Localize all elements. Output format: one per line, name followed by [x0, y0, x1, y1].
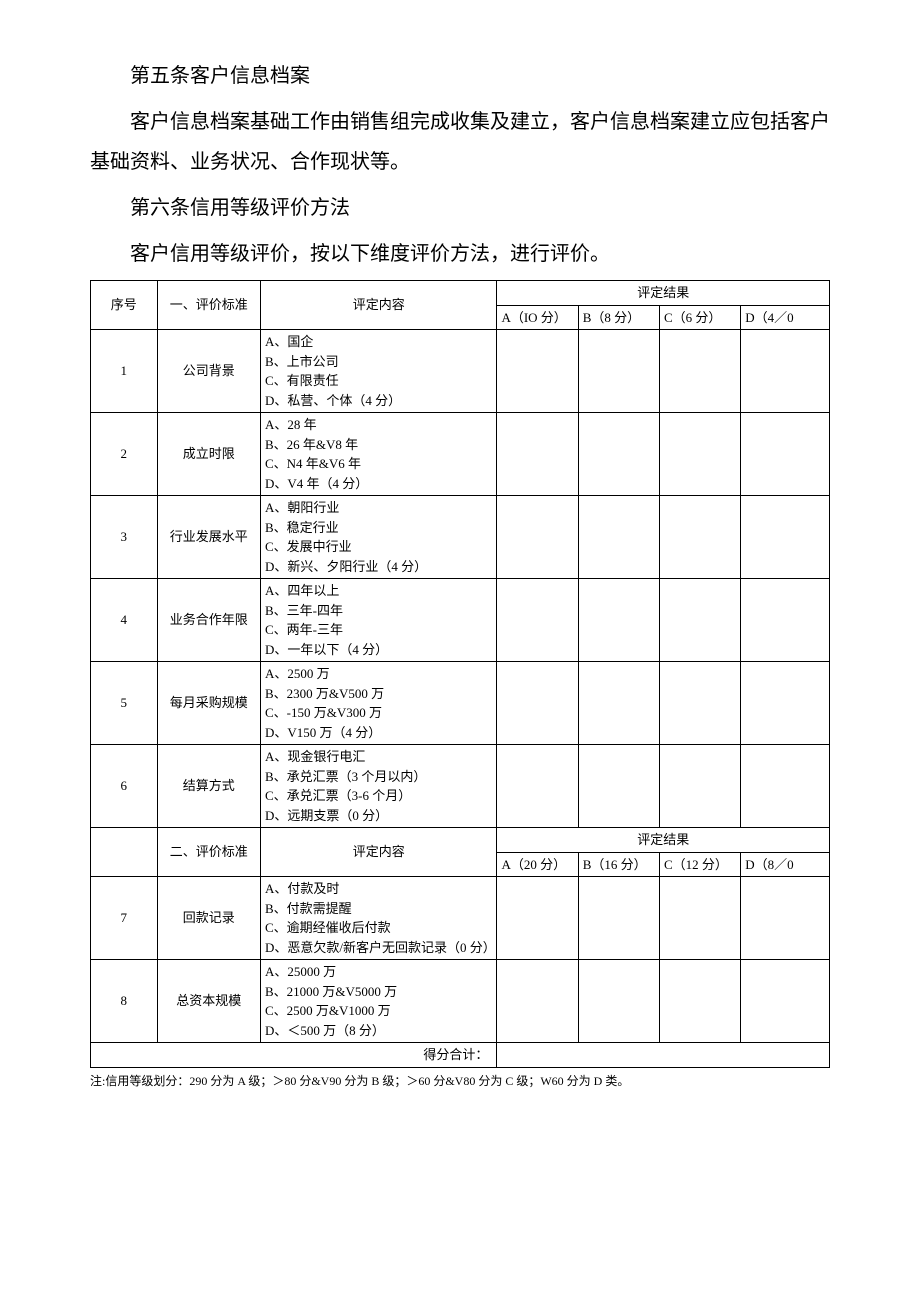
- table-row: 4 业务合作年限 A、四年以上B、三年-四年C、两年-三年D、一年以下（4 分）: [91, 579, 830, 662]
- cell-d: [741, 960, 830, 1043]
- cell-c: [660, 579, 741, 662]
- table-total-row: 得分合计：: [91, 1043, 830, 1068]
- cell-a: [497, 330, 578, 413]
- cell-std: 回款记录: [157, 877, 260, 960]
- cell-b: [578, 330, 659, 413]
- cell-std: 每月采购规模: [157, 662, 260, 745]
- table-header-row-1: 序号 一、评价标准 评定内容 评定结果: [91, 281, 830, 306]
- cell-b: [578, 662, 659, 745]
- cell-seq: 5: [91, 662, 158, 745]
- cell-c: [660, 745, 741, 828]
- cell-b: [578, 960, 659, 1043]
- header-content-1: 评定内容: [260, 281, 496, 330]
- cell-d: [741, 662, 830, 745]
- cell-d: [741, 496, 830, 579]
- table-row: 2 成立时限 A、28 年B、26 年&V8 年C、N4 年&V6 年D、V4 …: [91, 413, 830, 496]
- cell-b: [578, 579, 659, 662]
- cell-std: 结算方式: [157, 745, 260, 828]
- cell-content: A、朝阳行业B、稳定行业C、发展中行业D、新兴、夕阳行业（4 分）: [260, 496, 496, 579]
- cell-c: [660, 496, 741, 579]
- cell-a: [497, 496, 578, 579]
- cell-d: [741, 413, 830, 496]
- header-result-1: 评定结果: [497, 281, 830, 306]
- credit-rating-table: 序号 一、评价标准 评定内容 评定结果 A（IO 分） B（8 分） C（6 分…: [90, 280, 830, 1068]
- total-value: [497, 1043, 830, 1068]
- cell-seq: 7: [91, 877, 158, 960]
- cell-std: 业务合作年限: [157, 579, 260, 662]
- header-std-1: 一、评价标准: [157, 281, 260, 330]
- cell-content: A、付款及时B、付款需提醒C、逾期经催收后付款D、恶意欠款/新客户无回款记录（0…: [260, 877, 496, 960]
- cell-a: [497, 745, 578, 828]
- cell-std: 行业发展水平: [157, 496, 260, 579]
- article-6-title: 第六条信用等级评价方法: [90, 188, 830, 228]
- cell-c: [660, 413, 741, 496]
- header-seq-blank: [91, 828, 158, 877]
- table-row: 1 公司背景 A、国企B、上市公司C、有限责任D、私营、个体（4 分）: [91, 330, 830, 413]
- cell-content: A、25000 万B、21000 万&V5000 万C、2500 万&V1000…: [260, 960, 496, 1043]
- article-5-body: 客户信息档案基础工作由销售组完成收集及建立，客户信息档案建立应包括客户基础资料、…: [90, 102, 830, 182]
- header-d1: D（4／0: [741, 305, 830, 330]
- cell-c: [660, 877, 741, 960]
- cell-a: [497, 579, 578, 662]
- cell-content: A、国企B、上市公司C、有限责任D、私营、个体（4 分）: [260, 330, 496, 413]
- cell-b: [578, 496, 659, 579]
- cell-seq: 3: [91, 496, 158, 579]
- cell-c: [660, 662, 741, 745]
- table-row: 8 总资本规模 A、25000 万B、21000 万&V5000 万C、2500…: [91, 960, 830, 1043]
- cell-content: A、28 年B、26 年&V8 年C、N4 年&V6 年D、V4 年（4 分）: [260, 413, 496, 496]
- table-row: 6 结算方式 A、现金银行电汇B、承兑汇票（3 个月以内）C、承兑汇票（3-6 …: [91, 745, 830, 828]
- table-row: 5 每月采购规模 A、2500 万B、2300 万&V500 万C、-150 万…: [91, 662, 830, 745]
- table-row: 3 行业发展水平 A、朝阳行业B、稳定行业C、发展中行业D、新兴、夕阳行业（4 …: [91, 496, 830, 579]
- cell-b: [578, 877, 659, 960]
- article-5-title: 第五条客户信息档案: [90, 56, 830, 96]
- cell-b: [578, 745, 659, 828]
- cell-seq: 6: [91, 745, 158, 828]
- cell-seq: 4: [91, 579, 158, 662]
- cell-std: 总资本规模: [157, 960, 260, 1043]
- header-content-2: 评定内容: [260, 828, 496, 877]
- cell-content: A、四年以上B、三年-四年C、两年-三年D、一年以下（4 分）: [260, 579, 496, 662]
- cell-a: [497, 877, 578, 960]
- cell-a: [497, 662, 578, 745]
- cell-std: 公司背景: [157, 330, 260, 413]
- header-result-2: 评定结果: [497, 828, 830, 853]
- article-6-body: 客户信用等级评价，按以下维度评价方法，进行评价。: [90, 234, 830, 274]
- header-c1: C（6 分）: [660, 305, 741, 330]
- cell-d: [741, 330, 830, 413]
- header-std-2: 二、评价标准: [157, 828, 260, 877]
- cell-c: [660, 330, 741, 413]
- cell-d: [741, 877, 830, 960]
- cell-d: [741, 745, 830, 828]
- cell-seq: 8: [91, 960, 158, 1043]
- header-seq: 序号: [91, 281, 158, 330]
- header-b2: B（16 分）: [578, 852, 659, 877]
- cell-a: [497, 960, 578, 1043]
- cell-seq: 1: [91, 330, 158, 413]
- header-a1: A（IO 分）: [497, 305, 578, 330]
- header-d2: D（8／0: [741, 852, 830, 877]
- header-b1: B（8 分）: [578, 305, 659, 330]
- header-c2: C（12 分）: [660, 852, 741, 877]
- header-a2: A（20 分）: [497, 852, 578, 877]
- cell-content: A、2500 万B、2300 万&V500 万C、-150 万&V300 万D、…: [260, 662, 496, 745]
- cell-content: A、现金银行电汇B、承兑汇票（3 个月以内）C、承兑汇票（3-6 个月）D、远期…: [260, 745, 496, 828]
- table-row: 7 回款记录 A、付款及时B、付款需提醒C、逾期经催收后付款D、恶意欠款/新客户…: [91, 877, 830, 960]
- cell-seq: 2: [91, 413, 158, 496]
- cell-c: [660, 960, 741, 1043]
- footnote: 注:信用等级划分：290 分为 A 级；＞80 分&V90 分为 B 级；＞60…: [90, 1072, 830, 1089]
- cell-a: [497, 413, 578, 496]
- table-header-row-2: 二、评价标准 评定内容 评定结果: [91, 828, 830, 853]
- cell-b: [578, 413, 659, 496]
- cell-std: 成立时限: [157, 413, 260, 496]
- cell-d: [741, 579, 830, 662]
- total-label: 得分合计：: [91, 1043, 497, 1068]
